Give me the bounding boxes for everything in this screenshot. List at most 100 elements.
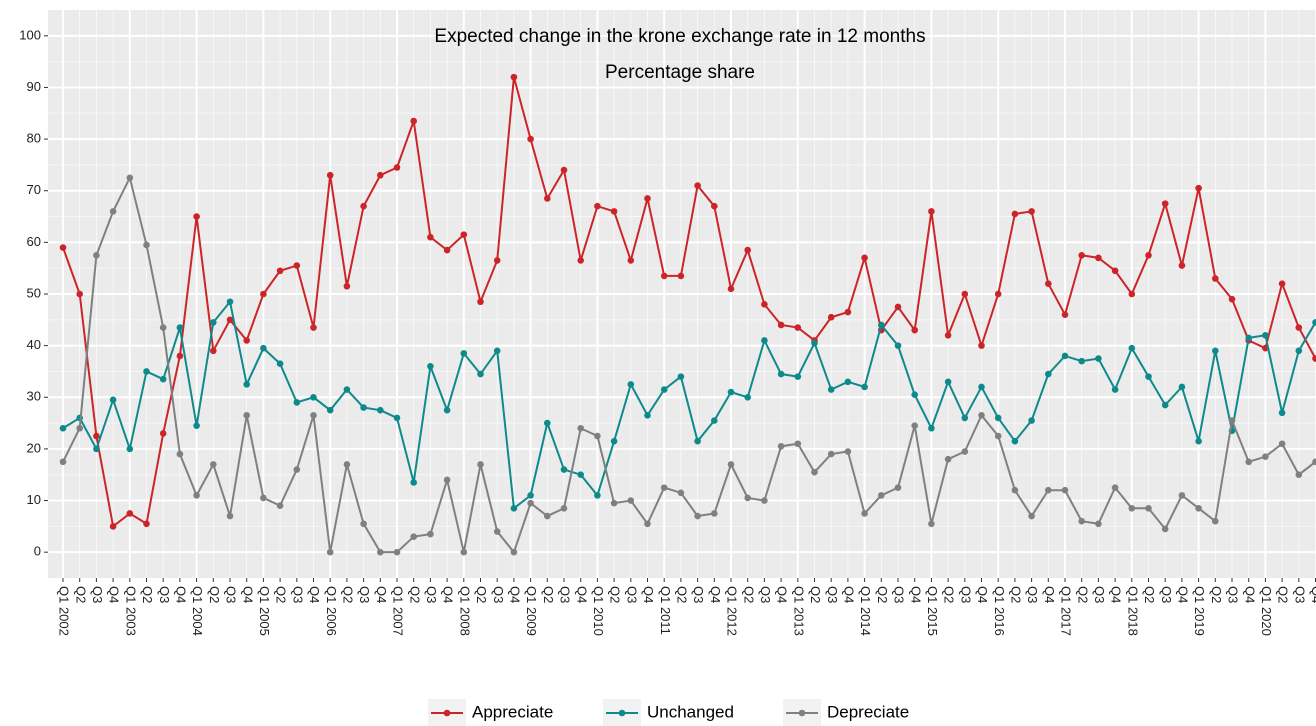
data-point	[1061, 486, 1069, 494]
x-tick-label: Q3	[357, 586, 372, 603]
data-point	[711, 202, 718, 210]
x-tick-label: Q3	[90, 586, 105, 603]
data-point	[594, 202, 601, 210]
x-tick-label: Q1 2020	[1259, 586, 1274, 636]
data-point	[1278, 280, 1286, 287]
x-tick-label: Q2	[1008, 586, 1023, 603]
data-point	[911, 422, 918, 429]
data-point	[377, 171, 384, 179]
data-point	[1178, 262, 1186, 269]
data-point	[677, 489, 685, 497]
data-point	[427, 233, 434, 241]
x-tick-label: Q1 2013	[791, 586, 806, 636]
data-point	[377, 406, 384, 414]
data-point	[109, 208, 117, 215]
data-point	[560, 166, 568, 174]
series-line	[62, 299, 1316, 511]
x-tick-label: Q4	[775, 586, 790, 603]
x-tick-label: Q3	[892, 586, 907, 603]
x-tick-label: Q2	[674, 586, 689, 603]
y-tick-label: 80	[27, 131, 41, 146]
chart-title: Expected change in the krone exchange ra…	[434, 26, 925, 47]
data-point	[610, 499, 618, 507]
data-point	[794, 373, 802, 380]
x-tick-label: Q3	[1025, 586, 1040, 603]
x-tick-label: Q1 2018	[1125, 586, 1140, 636]
data-point	[93, 251, 100, 259]
data-point	[777, 370, 785, 378]
data-point	[727, 285, 735, 293]
data-point	[310, 324, 317, 331]
data-point	[994, 432, 1002, 440]
data-point	[627, 497, 635, 504]
x-tick-label: Q4	[1309, 586, 1316, 603]
data-point	[928, 424, 935, 432]
x-tick-label: Q4	[841, 586, 856, 603]
data-point	[1195, 437, 1202, 445]
data-point	[911, 326, 918, 334]
data-point	[527, 135, 534, 143]
data-point	[1212, 347, 1219, 355]
x-tick-label: Q4	[307, 586, 322, 603]
data-point	[176, 352, 184, 360]
data-point	[243, 412, 250, 419]
data-point	[1145, 373, 1152, 380]
data-point	[794, 324, 802, 331]
data-point	[210, 461, 217, 468]
legend-dot	[798, 709, 806, 717]
data-point	[109, 523, 117, 530]
data-point	[443, 406, 451, 414]
data-point	[1161, 200, 1169, 207]
x-tick-label: Q1 2004	[190, 586, 205, 636]
data-point	[978, 342, 985, 349]
data-point	[276, 360, 284, 368]
x-tick-label: Q2	[942, 586, 957, 603]
data-point	[1195, 504, 1202, 512]
x-tick-label: Q1 2016	[992, 586, 1007, 636]
data-point	[744, 494, 751, 502]
x-tick-label: Q2	[541, 586, 556, 603]
data-point	[326, 171, 334, 179]
data-point	[627, 257, 635, 264]
data-point	[510, 504, 518, 512]
x-tick-label: Q2	[1276, 586, 1291, 603]
data-point	[1061, 311, 1069, 318]
data-point	[1312, 458, 1316, 466]
data-point	[159, 324, 167, 331]
data-point	[510, 73, 518, 81]
data-point	[944, 455, 952, 463]
data-point	[93, 432, 100, 440]
data-point	[727, 461, 735, 468]
data-point	[126, 445, 134, 453]
data-point	[994, 290, 1002, 298]
data-point	[978, 412, 985, 419]
data-point	[627, 381, 635, 388]
legend-label: Unchanged	[647, 702, 734, 721]
data-point	[59, 458, 67, 466]
x-tick-label: Q4	[708, 586, 723, 603]
data-point	[978, 383, 985, 391]
x-tick-label: Q3	[825, 586, 840, 603]
data-point	[544, 195, 551, 202]
x-tick-label: Q2	[741, 586, 756, 603]
data-point	[1278, 440, 1286, 448]
data-point	[193, 492, 200, 499]
data-point	[560, 466, 568, 473]
legend-dot	[618, 709, 626, 717]
x-tick-label: Q4	[641, 586, 656, 603]
data-point	[1011, 210, 1019, 218]
data-point	[861, 383, 868, 391]
data-point	[727, 388, 735, 396]
x-tick-label: Q3	[290, 586, 305, 603]
data-point	[443, 246, 451, 254]
data-point	[878, 321, 885, 329]
data-point	[928, 520, 935, 528]
x-tick-label: Q2	[1142, 586, 1157, 603]
data-point	[477, 461, 484, 468]
x-tick-label: Q1 2014	[858, 586, 873, 636]
data-point	[360, 520, 367, 528]
x-tick-label: Q1 2006	[324, 586, 339, 636]
data-point	[577, 424, 584, 432]
data-point	[1228, 417, 1236, 424]
